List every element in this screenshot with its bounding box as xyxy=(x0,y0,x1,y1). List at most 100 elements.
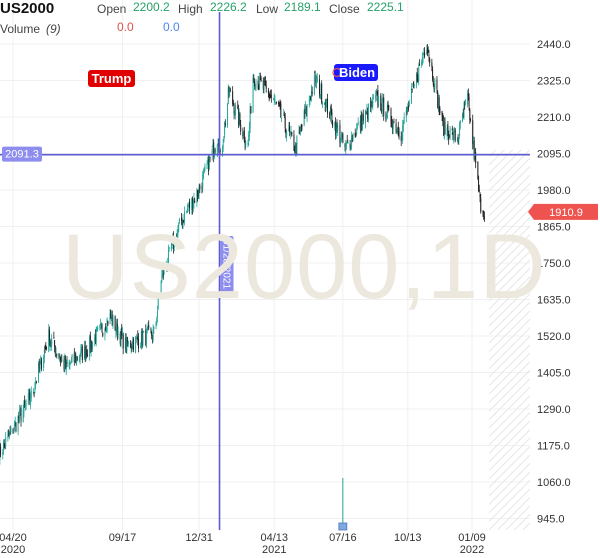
candle xyxy=(214,147,216,155)
candle xyxy=(152,324,154,343)
x-tick-label: 01/09 xyxy=(458,532,486,544)
candle xyxy=(142,330,144,347)
candle xyxy=(92,342,94,352)
candle xyxy=(8,429,10,437)
candle xyxy=(242,127,244,140)
high-value: 2226.2 xyxy=(210,0,247,14)
candle xyxy=(478,175,480,193)
candle xyxy=(110,309,112,320)
candle xyxy=(243,130,245,139)
candle xyxy=(366,103,368,115)
candle xyxy=(4,443,6,450)
candle xyxy=(89,331,91,353)
candle xyxy=(13,427,15,434)
candle xyxy=(462,108,464,119)
candle xyxy=(318,74,320,99)
candle xyxy=(463,101,465,120)
candle xyxy=(356,123,358,136)
candle xyxy=(100,322,102,329)
candle xyxy=(35,377,37,390)
y-tick-label: 945.0 xyxy=(537,514,565,526)
candle xyxy=(305,100,307,114)
candle xyxy=(424,47,426,59)
candle xyxy=(410,83,412,105)
candle xyxy=(295,142,297,156)
candle xyxy=(175,233,177,245)
candle xyxy=(456,136,458,143)
candle xyxy=(444,117,446,135)
candle xyxy=(81,344,83,364)
candle xyxy=(413,81,415,89)
candle xyxy=(120,328,122,348)
candle xyxy=(35,380,37,384)
candle xyxy=(206,160,208,170)
candle xyxy=(121,326,123,337)
candle xyxy=(480,193,482,214)
candle xyxy=(258,84,260,91)
candle xyxy=(362,115,364,131)
candle xyxy=(70,362,72,365)
candle xyxy=(64,353,66,373)
candle xyxy=(346,134,348,144)
candle xyxy=(202,168,204,180)
candle xyxy=(86,345,88,359)
candle xyxy=(284,112,286,133)
candle xyxy=(386,112,388,121)
candle xyxy=(475,147,477,169)
candle xyxy=(468,93,470,111)
candle xyxy=(255,78,257,92)
candle xyxy=(186,203,188,213)
candle xyxy=(365,111,367,115)
candle xyxy=(232,99,234,106)
candle xyxy=(335,117,337,140)
candle xyxy=(148,320,150,331)
candle xyxy=(204,163,206,172)
candle xyxy=(183,206,185,226)
candle xyxy=(53,331,55,339)
candle xyxy=(60,354,62,364)
candle xyxy=(140,342,142,349)
candle xyxy=(32,388,34,396)
candle xyxy=(244,136,246,151)
candle xyxy=(165,260,167,267)
volume-marker xyxy=(338,522,348,531)
candle xyxy=(56,353,58,359)
annotation-biden-box xyxy=(334,64,378,81)
candle xyxy=(416,67,418,83)
y-tick-label: 2440.0 xyxy=(537,39,571,51)
candle xyxy=(25,399,27,410)
candle xyxy=(273,93,275,106)
candle xyxy=(10,425,12,435)
candle xyxy=(437,90,439,109)
candle xyxy=(257,76,259,91)
candle xyxy=(300,126,302,136)
candle xyxy=(101,323,103,333)
candle xyxy=(452,132,454,141)
candle xyxy=(458,137,460,145)
candle xyxy=(33,391,35,398)
candle xyxy=(339,119,341,148)
candle xyxy=(130,343,132,354)
candle xyxy=(224,121,226,139)
candle xyxy=(106,317,108,334)
candle xyxy=(341,132,343,140)
candle xyxy=(342,132,344,144)
candle xyxy=(96,326,98,332)
y-tick-label: 1980.0 xyxy=(537,185,571,197)
candle xyxy=(311,86,313,97)
candle xyxy=(310,95,312,101)
candle xyxy=(146,325,148,334)
candle xyxy=(201,182,203,194)
y-tick-label: 1750.0 xyxy=(537,258,571,270)
candle xyxy=(107,320,109,326)
candle xyxy=(275,101,277,105)
candle xyxy=(464,98,466,106)
candle xyxy=(70,356,72,364)
candle xyxy=(380,93,382,112)
candles xyxy=(0,43,485,465)
candle xyxy=(283,111,285,119)
candle xyxy=(324,102,326,105)
candle xyxy=(441,110,443,121)
candle xyxy=(127,340,129,348)
